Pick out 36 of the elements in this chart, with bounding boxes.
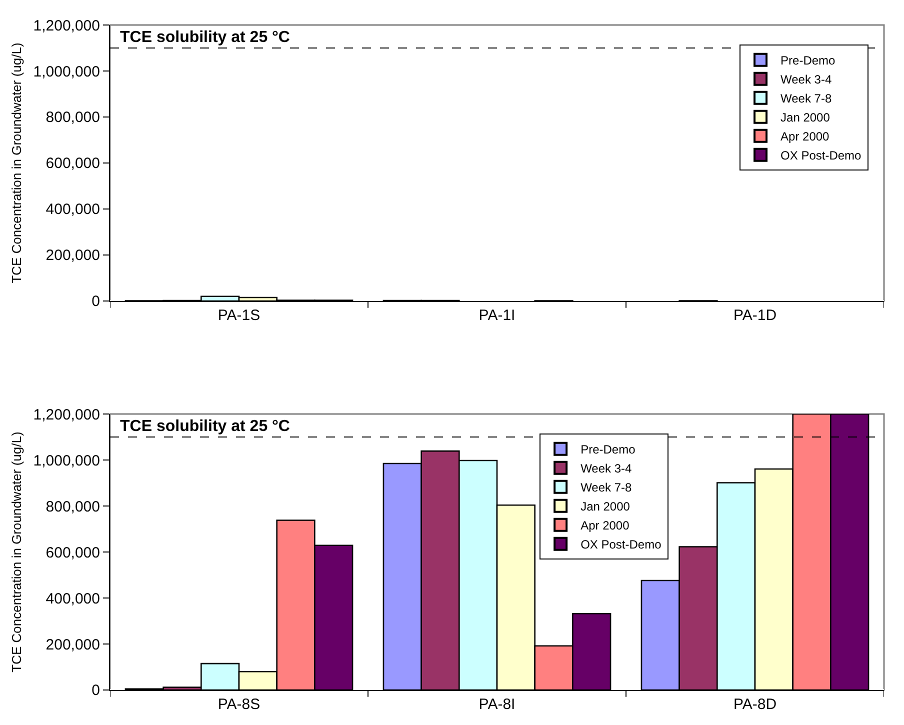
y-tick-label: 200,000 xyxy=(46,247,100,264)
y-tick-label: 1,200,000 xyxy=(33,17,100,34)
y-tick-label: 200,000 xyxy=(46,636,100,654)
x-tick-label: PA-1I xyxy=(478,306,516,324)
y-tick-label: 400,000 xyxy=(46,590,100,608)
y-tick-label: 1,000,000 xyxy=(33,63,100,80)
y-tick-label: 400,000 xyxy=(46,201,100,218)
legend-label: Week 7-8 xyxy=(780,92,832,106)
x-tick-label: PA-1D xyxy=(733,306,777,324)
x-tick-label: PA-8D xyxy=(733,696,777,713)
y-tick-label: 600,000 xyxy=(46,155,100,172)
legend-label: Week 3-4 xyxy=(780,72,832,86)
y-tick-label: 600,000 xyxy=(46,544,100,562)
legend-label: Week 3-4 xyxy=(580,462,632,476)
y-tick-label: 800,000 xyxy=(46,109,100,126)
legend-label: OX Post-Demo xyxy=(580,538,662,552)
legend-label: Jan 2000 xyxy=(780,110,830,124)
legend-label: Apr 2000 xyxy=(780,130,830,144)
x-tick-label: PA-1S xyxy=(218,306,260,324)
y-tick-label: 1,000,000 xyxy=(33,452,100,470)
y-tick-label: 1,200,000 xyxy=(33,406,100,424)
y-axis-title: TCE Concentration in Groundwater (ug/L) xyxy=(9,432,24,672)
ref-line-label: TCE solubility at 25 °C xyxy=(120,29,290,46)
y-tick-label: 0 xyxy=(92,682,100,700)
ref-line-label: TCE solubility at 25 °C xyxy=(120,418,290,435)
legend-label: Jan 2000 xyxy=(580,500,630,514)
legend-label: OX Post-Demo xyxy=(780,148,862,162)
legend-label: Apr 2000 xyxy=(580,518,630,533)
x-tick-label: PA-8S xyxy=(218,696,260,713)
legend-label: Pre-Demo xyxy=(780,54,836,68)
y-axis-title: TCE Concentration in Groundwater (ug/L) xyxy=(9,42,24,284)
legend-label: Pre-Demo xyxy=(580,442,636,457)
y-tick-label: 0 xyxy=(92,293,100,310)
legend-label: Week 7-8 xyxy=(580,480,632,495)
x-tick-label: PA-8I xyxy=(478,696,516,713)
y-tick-label: 800,000 xyxy=(46,498,100,516)
